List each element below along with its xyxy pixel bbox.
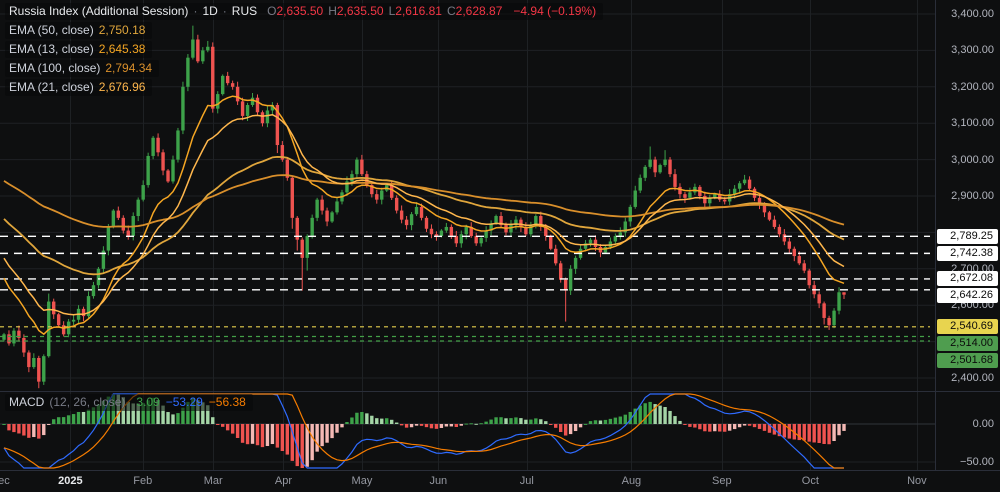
symbol-header-row[interactable]: Russia Index (Additional Session) · 1D ·… [5,3,604,20]
time-axis-label: Aug [621,475,642,487]
price-level-badge-white: 2,789.25 [937,228,998,244]
price-tick-label: 3,200.00 [951,80,994,93]
ema-value: 2,750.18 [98,23,146,37]
ema-legend-row-21[interactable]: EMA (21, close) 2,676.96 [5,79,153,96]
ema-value: 2,645.38 [98,42,146,56]
ema-legend-row-50[interactable]: EMA (50, close) 2,750.18 [5,22,153,39]
ema-value: 2,676.96 [98,80,146,94]
ema-line-50[interactable] [3,155,845,276]
macd-value: −56.38 [208,395,246,409]
macd-label: MACD [9,395,45,409]
price-tick-label: 2,900.00 [951,190,994,202]
symbol-title: Russia Index (Additional Session) [9,4,189,18]
support-resistance-lines [0,235,930,342]
ohlc-key: C [446,4,456,18]
ohlc-key: L [388,4,396,18]
ema-line-100[interactable] [3,174,845,228]
ema-label: EMA (50, close) [9,23,94,37]
ema-value: 2,794.34 [105,61,153,75]
ema-label: EMA (21, close) [9,80,94,94]
time-axis-label: Feb [133,475,153,487]
ohlc-key: O [267,4,277,18]
price-tick-label: 3,400.00 [951,8,994,20]
price-level-badge-yellow: 2,540.69 [937,319,998,335]
price-axis[interactable]: 3,400.00 3,300.00 3,200.00 3,100.00 3,000.00… [935,0,1000,470]
time-axis-label: Apr [274,475,293,487]
separator-dot: · [193,4,198,18]
price-level-badge-white: 2,672.08 [937,271,998,287]
ema-line-21[interactable] [3,113,845,316]
time-axis-label: Nov [907,475,927,487]
ema-legend-row-100[interactable]: EMA (100, close) 2,794.34 [5,60,160,77]
macd-tick-label: 0.00 [972,418,994,430]
ohlc-value: 2,616.81 [395,4,442,18]
ohlc-value: 2,635.50 [276,4,324,18]
chart-legend: Russia Index (Additional Session) · 1D ·… [5,3,604,98]
time-axis-label: 2025 [58,475,83,487]
ema-line-13[interactable] [3,95,845,335]
price-tick-label: 3,300.00 [951,44,994,57]
ohlc-value: 2,635.50 [336,4,384,18]
time-axis-label: Jul [519,475,534,487]
time-axis-label: Sep [712,475,732,487]
price-level-badge-green: 2,514.00 [937,336,998,352]
macd-value: −53.29 [165,395,203,409]
ema-legend-rows: EMA (50, close) 2,750.18 EMA (13, close) 2,… [5,22,603,96]
candlestick-chart[interactable] [0,0,935,392]
price-tick-label: 3,000.00 [951,153,994,166]
macd-values: 3.09 −53.29 −56.38 [130,395,245,410]
ema-label: EMA (100, close) [9,61,101,75]
time-axis-label: Dec [0,475,10,487]
ohlc-key: H [328,4,337,18]
pane-divider[interactable] [0,391,1000,392]
macd-params: (12, 26, close) [49,395,126,409]
timeframe-label: 1D [202,4,218,18]
separator-dot: · [222,4,227,18]
exchange-label: RUS [231,4,258,18]
macd-legend-row[interactable]: MACD (12, 26, close) 3.09 −53.29 −56.38 [5,394,253,411]
ema-legend-row-13[interactable]: EMA (13, close) 2,645.38 [5,41,153,58]
change-value: −4.94 (−0.19%) [513,4,597,18]
price-level-badge-white: 2,742.38 [937,245,998,261]
time-axis[interactable]: Dec 2025 Feb Mar Apr May Jun Jul Aug Sep Oct Nov [0,470,1000,492]
price-level-badge-green: 2,501.68 [937,353,998,369]
time-axis-label: May [351,475,373,487]
price-tick-label: 2,400.00 [951,372,994,384]
time-axis-label: Oct [801,475,819,487]
ohlc-values: O2,635.50 H2,635.50 L2,616.81 C2,628.87 [262,4,502,19]
macd-value: 3.09 [136,395,160,409]
time-axis-label: Mar [203,475,223,487]
price-tick-label: 3,100.00 [951,117,994,130]
ema-label: EMA (13, close) [9,42,94,56]
macd-tick-label: −50.00 [960,456,994,468]
ohlc-value: 2,628.87 [455,4,503,18]
price-level-badge-white: 2,642.26 [937,288,998,304]
time-axis-label: Jun [429,475,448,487]
